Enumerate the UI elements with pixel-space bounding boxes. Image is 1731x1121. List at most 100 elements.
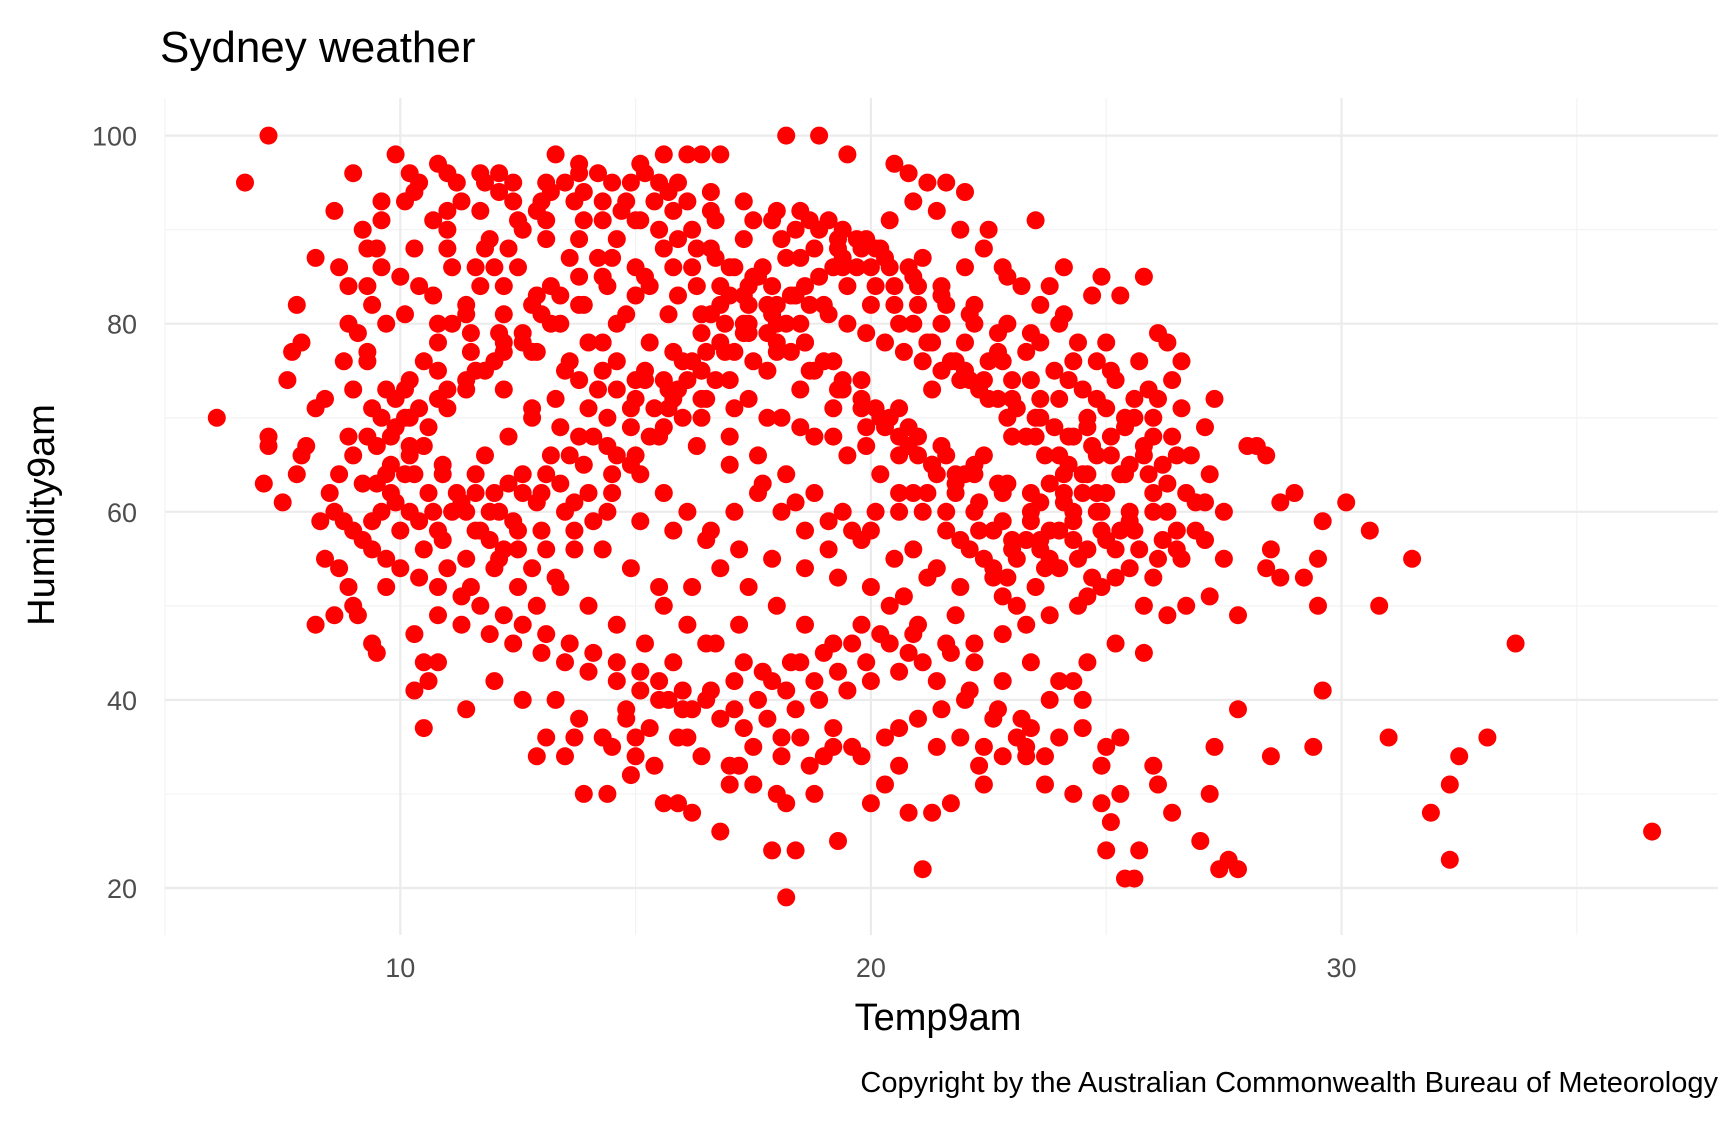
- data-point: [673, 408, 692, 427]
- data-point: [1054, 484, 1073, 502]
- data-point: [391, 521, 410, 540]
- data-point: [1064, 672, 1083, 691]
- data-point: [1083, 286, 1102, 305]
- data-point: [913, 860, 932, 879]
- data-point: [1130, 540, 1149, 559]
- data-point: [970, 493, 989, 512]
- data-point: [861, 295, 880, 314]
- y-tick-label: 40: [107, 686, 137, 716]
- data-point: [744, 737, 763, 756]
- data-point: [546, 690, 565, 709]
- data-point: [339, 277, 358, 296]
- data-point: [767, 596, 786, 615]
- data-point: [829, 832, 847, 850]
- data-point: [706, 634, 725, 653]
- data-point: [847, 258, 866, 277]
- data-point: [513, 690, 532, 709]
- data-point: [786, 493, 805, 512]
- data-point: [1031, 531, 1050, 549]
- data-point: [565, 192, 584, 211]
- data-point: [603, 737, 622, 756]
- data-point: [1021, 653, 1040, 672]
- data-point: [1017, 615, 1036, 634]
- data-point: [659, 305, 678, 324]
- data-point: [932, 314, 951, 333]
- data-point: [593, 211, 612, 230]
- data-point: [1111, 728, 1130, 747]
- x-tick-label: 10: [385, 953, 415, 983]
- data-point: [621, 418, 640, 437]
- data-point: [805, 427, 824, 446]
- data-point: [603, 173, 622, 192]
- data-point: [998, 267, 1017, 286]
- data-point: [598, 408, 617, 427]
- data-point: [1064, 502, 1083, 521]
- data-point: [1130, 841, 1149, 860]
- data-point: [1158, 333, 1177, 352]
- data-point: [396, 305, 414, 324]
- data-point: [734, 230, 753, 249]
- data-point: [574, 455, 593, 474]
- data-point: [607, 446, 626, 465]
- data-point: [687, 239, 706, 258]
- data-point: [1045, 418, 1064, 437]
- data-point: [1003, 371, 1022, 390]
- data-point: [509, 258, 527, 277]
- data-point: [556, 653, 574, 672]
- data-point: [1200, 784, 1219, 803]
- data-point: [367, 643, 386, 662]
- data-point: [259, 126, 278, 145]
- data-point: [1261, 747, 1280, 766]
- data-point: [857, 324, 876, 343]
- data-point: [1036, 775, 1054, 794]
- data-point: [1130, 352, 1149, 371]
- data-point: [979, 389, 998, 408]
- data-point: [589, 380, 607, 399]
- data-point: [1285, 484, 1304, 502]
- data-point: [951, 578, 970, 596]
- data-point: [1257, 559, 1276, 578]
- data-point: [885, 154, 904, 173]
- data-point: [316, 549, 334, 568]
- data-point: [527, 747, 546, 766]
- data-point: [913, 653, 932, 672]
- data-point: [701, 239, 720, 258]
- data-point: [1229, 700, 1247, 719]
- data-point: [570, 709, 589, 728]
- data-point: [344, 164, 363, 183]
- data-point: [800, 211, 819, 230]
- data-point: [537, 540, 556, 559]
- data-point: [654, 239, 673, 258]
- data-point: [414, 540, 433, 559]
- data-point: [485, 352, 504, 371]
- data-point: [471, 201, 490, 220]
- data-point: [956, 690, 974, 709]
- data-point: [320, 484, 339, 502]
- data-point: [598, 784, 617, 803]
- data-point: [631, 465, 650, 484]
- data-point: [1040, 690, 1059, 709]
- data-point: [852, 371, 871, 390]
- data-point: [701, 681, 720, 700]
- data-point: [509, 521, 527, 540]
- data-point: [1116, 869, 1134, 888]
- data-point: [1139, 465, 1158, 484]
- data-point: [829, 380, 847, 399]
- x-tick-label: 20: [856, 953, 886, 983]
- data-point: [607, 653, 626, 672]
- data-point: [1073, 484, 1092, 502]
- data-point: [871, 465, 890, 484]
- data-point: [400, 446, 419, 465]
- data-point: [316, 389, 334, 408]
- data-point: [876, 775, 894, 794]
- data-point: [457, 502, 476, 521]
- data-point: [339, 427, 358, 446]
- data-point: [574, 211, 593, 230]
- data-point: [909, 277, 927, 296]
- data-point: [405, 239, 424, 258]
- data-point: [904, 540, 923, 559]
- data-point: [278, 371, 297, 390]
- data-point: [810, 690, 829, 709]
- data-point: [1092, 756, 1111, 775]
